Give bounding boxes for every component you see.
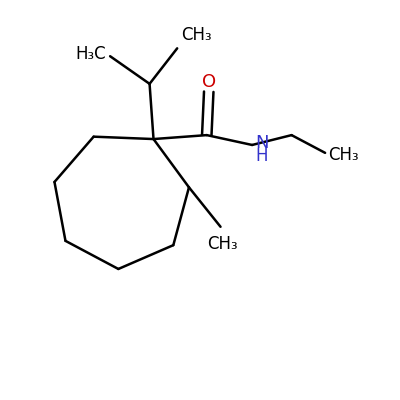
Text: CH₃: CH₃ [181, 26, 212, 44]
Text: H₃C: H₃C [76, 45, 106, 63]
Text: N: N [255, 134, 269, 152]
Text: O: O [202, 73, 216, 91]
Text: CH₃: CH₃ [207, 236, 238, 254]
Text: H: H [255, 147, 268, 165]
Text: CH₃: CH₃ [328, 146, 359, 164]
